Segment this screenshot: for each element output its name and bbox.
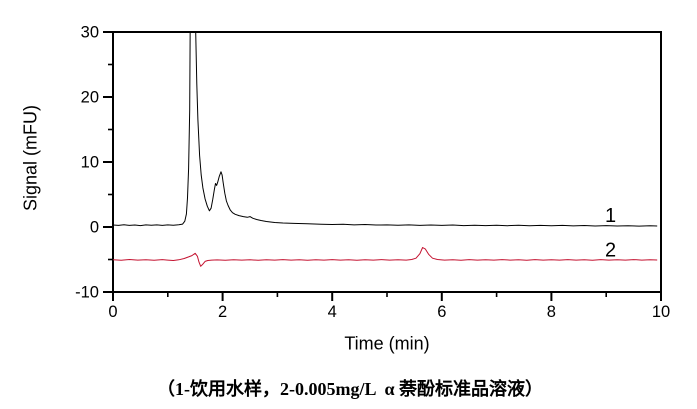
y-axis-title: Signal (mFU) bbox=[20, 104, 41, 212]
x-tick-label: 10 bbox=[652, 303, 670, 321]
x-tick-label: 2 bbox=[218, 303, 227, 321]
x-tick-label: 8 bbox=[547, 303, 556, 321]
series-label-1: 1 bbox=[605, 205, 616, 227]
trace-2 bbox=[113, 247, 658, 267]
chart-canvas: 0 2 4 6 8 10 30 20 10 0 -10 1 2 bbox=[75, 24, 670, 322]
figure-caption: （1-饮用水样，2-0.005mg/L α 萘酚标准品溶液） bbox=[156, 379, 544, 399]
x-tick-label: 6 bbox=[437, 303, 446, 321]
y-tick-label: 20 bbox=[81, 89, 99, 107]
trace-1 bbox=[113, 32, 658, 227]
y-tick-label: 0 bbox=[90, 219, 99, 237]
x-axis-title: Time (min) bbox=[344, 333, 430, 354]
x-tick-label: 0 bbox=[108, 303, 117, 321]
y-tick-label: 10 bbox=[81, 154, 99, 172]
series-label-2: 2 bbox=[605, 240, 616, 262]
x-tick-label: 4 bbox=[328, 303, 337, 321]
y-tick-label: 30 bbox=[81, 24, 99, 42]
y-tick-label: -10 bbox=[75, 284, 99, 302]
